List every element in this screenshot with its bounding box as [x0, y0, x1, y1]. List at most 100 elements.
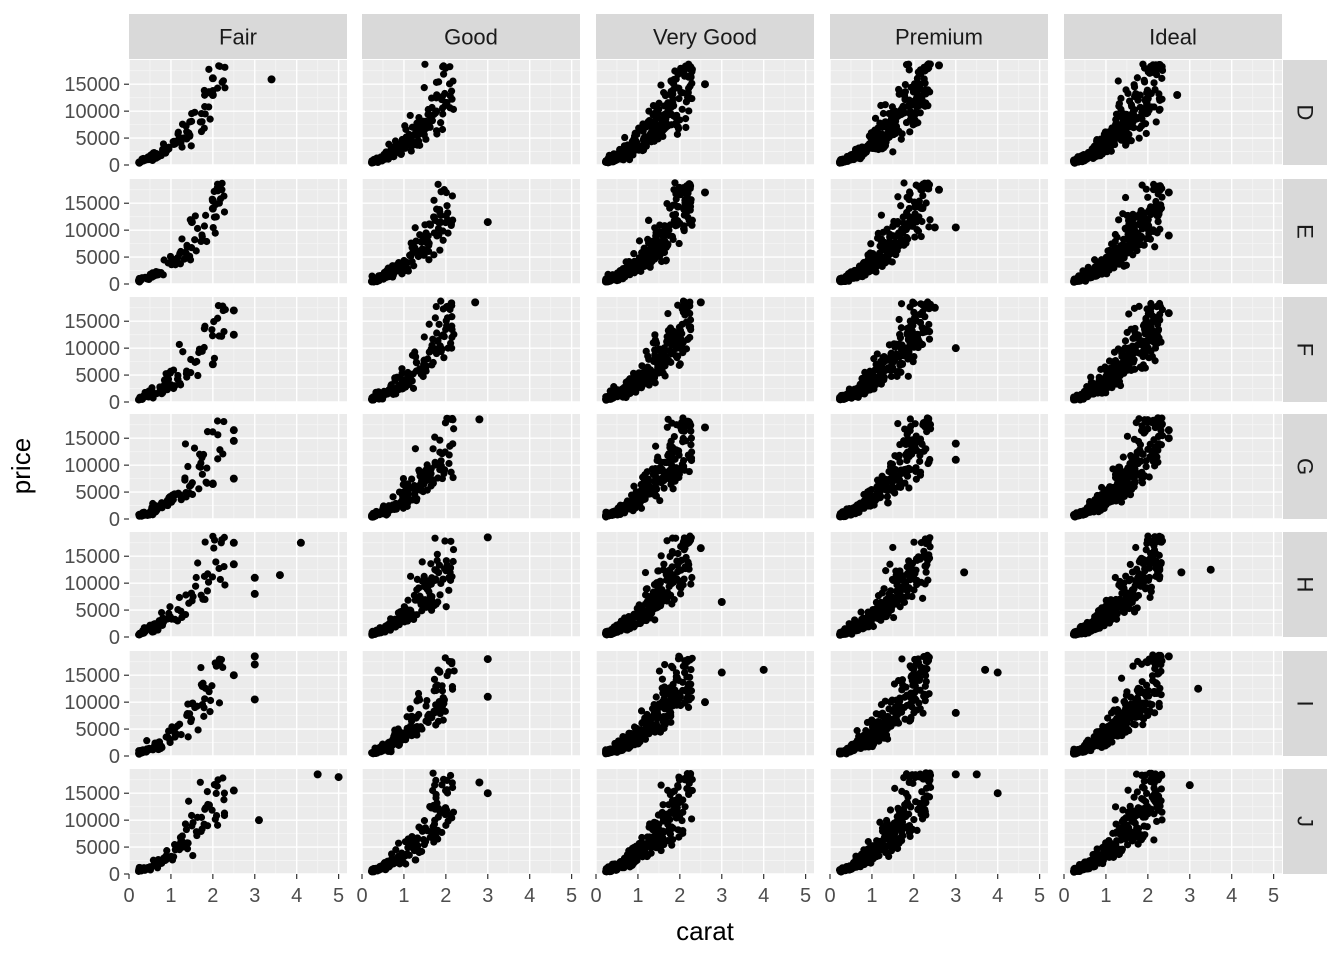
data-point: [199, 450, 208, 459]
data-point: [385, 273, 393, 281]
data-point: [435, 320, 443, 328]
data-point: [441, 64, 450, 72]
data-point: [674, 70, 682, 79]
data-point-outlier: [1164, 188, 1173, 197]
data-point: [442, 303, 450, 311]
data-point: [686, 82, 694, 90]
data-point: [664, 309, 672, 318]
data-point-outlier: [208, 360, 217, 369]
data-point-outlier: [951, 344, 960, 353]
data-point: [662, 231, 670, 239]
data-point: [652, 442, 660, 450]
data-point: [905, 222, 913, 231]
data-point: [896, 330, 904, 339]
data-point: [1144, 193, 1152, 201]
data-point: [391, 501, 399, 509]
data-point-outlier: [229, 474, 238, 483]
data-point: [208, 326, 216, 334]
y-tick-label: 5000: [76, 365, 121, 387]
data-point: [187, 117, 196, 125]
data-point: [417, 238, 425, 246]
y-tick-label: 0: [109, 392, 120, 414]
data-point: [422, 124, 430, 132]
data-point: [168, 495, 177, 503]
data-point-outlier: [475, 415, 484, 424]
data-point: [1107, 374, 1115, 382]
data-point: [667, 469, 675, 477]
facet-strip-bg: [1283, 414, 1327, 519]
data-point: [200, 124, 208, 132]
data-point: [1087, 270, 1095, 278]
data-point: [898, 130, 906, 138]
y-tick-label: 10000: [64, 101, 120, 123]
data-point: [676, 360, 684, 368]
data-point: [666, 336, 674, 344]
data-point: [407, 134, 416, 142]
facet-row-label: G: [1293, 458, 1318, 475]
data-point: [412, 359, 421, 367]
data-point: [863, 144, 871, 152]
data-point: [208, 332, 217, 340]
y-tick-label: 5000: [76, 128, 121, 150]
data-point: [915, 80, 923, 88]
data-point: [444, 344, 452, 352]
data-point: [613, 393, 621, 401]
data-point-outlier: [229, 330, 238, 339]
data-point: [1130, 304, 1139, 312]
data-point: [1099, 137, 1107, 145]
data-point: [904, 351, 912, 359]
data-point: [435, 205, 444, 214]
data-point: [896, 361, 904, 369]
data-point: [916, 310, 924, 319]
data-point: [897, 135, 905, 143]
data-point: [684, 451, 692, 459]
data-point: [192, 247, 200, 255]
data-point: [443, 414, 451, 422]
data-point: [420, 366, 428, 374]
data-point: [913, 74, 921, 82]
data-point: [438, 92, 447, 101]
data-point: [426, 221, 435, 229]
facet-strip-top-0: Fair: [129, 14, 347, 59]
data-point: [862, 388, 870, 396]
data-point: [1128, 102, 1136, 111]
data-point: [1153, 331, 1161, 339]
data-point: [216, 195, 225, 203]
data-point: [675, 95, 683, 103]
data-point: [660, 484, 668, 492]
data-point: [630, 250, 638, 258]
facet-strip-bg: [1064, 14, 1282, 59]
data-point: [909, 316, 918, 324]
y-tick-label: 0: [109, 509, 120, 531]
data-point: [647, 490, 655, 498]
data-point: [429, 445, 437, 453]
data-point: [408, 142, 416, 150]
data-point: [680, 227, 688, 235]
data-point: [441, 448, 449, 456]
data-point: [669, 95, 677, 103]
data-point: [903, 208, 911, 217]
data-point: [904, 336, 913, 344]
data-point: [847, 155, 855, 163]
facet-strip-bg: [1283, 297, 1327, 402]
data-point: [896, 107, 905, 115]
data-point: [619, 265, 627, 273]
panel-very-good-f: [595, 297, 814, 404]
facet-strip-bg: [1283, 532, 1327, 637]
data-point: [682, 115, 690, 123]
data-point: [667, 87, 675, 96]
data-point: [181, 440, 190, 448]
data-point: [438, 332, 446, 340]
data-point: [632, 259, 641, 267]
data-point: [420, 84, 428, 92]
data-point: [445, 459, 453, 468]
facet-strip-bg: [1283, 651, 1327, 756]
data-point: [632, 266, 640, 274]
data-point: [438, 345, 446, 353]
data-point: [904, 372, 912, 380]
y-tick-label: 15000: [64, 193, 120, 215]
data-point: [219, 450, 227, 458]
data-point: [186, 132, 194, 140]
data-point: [682, 98, 690, 106]
